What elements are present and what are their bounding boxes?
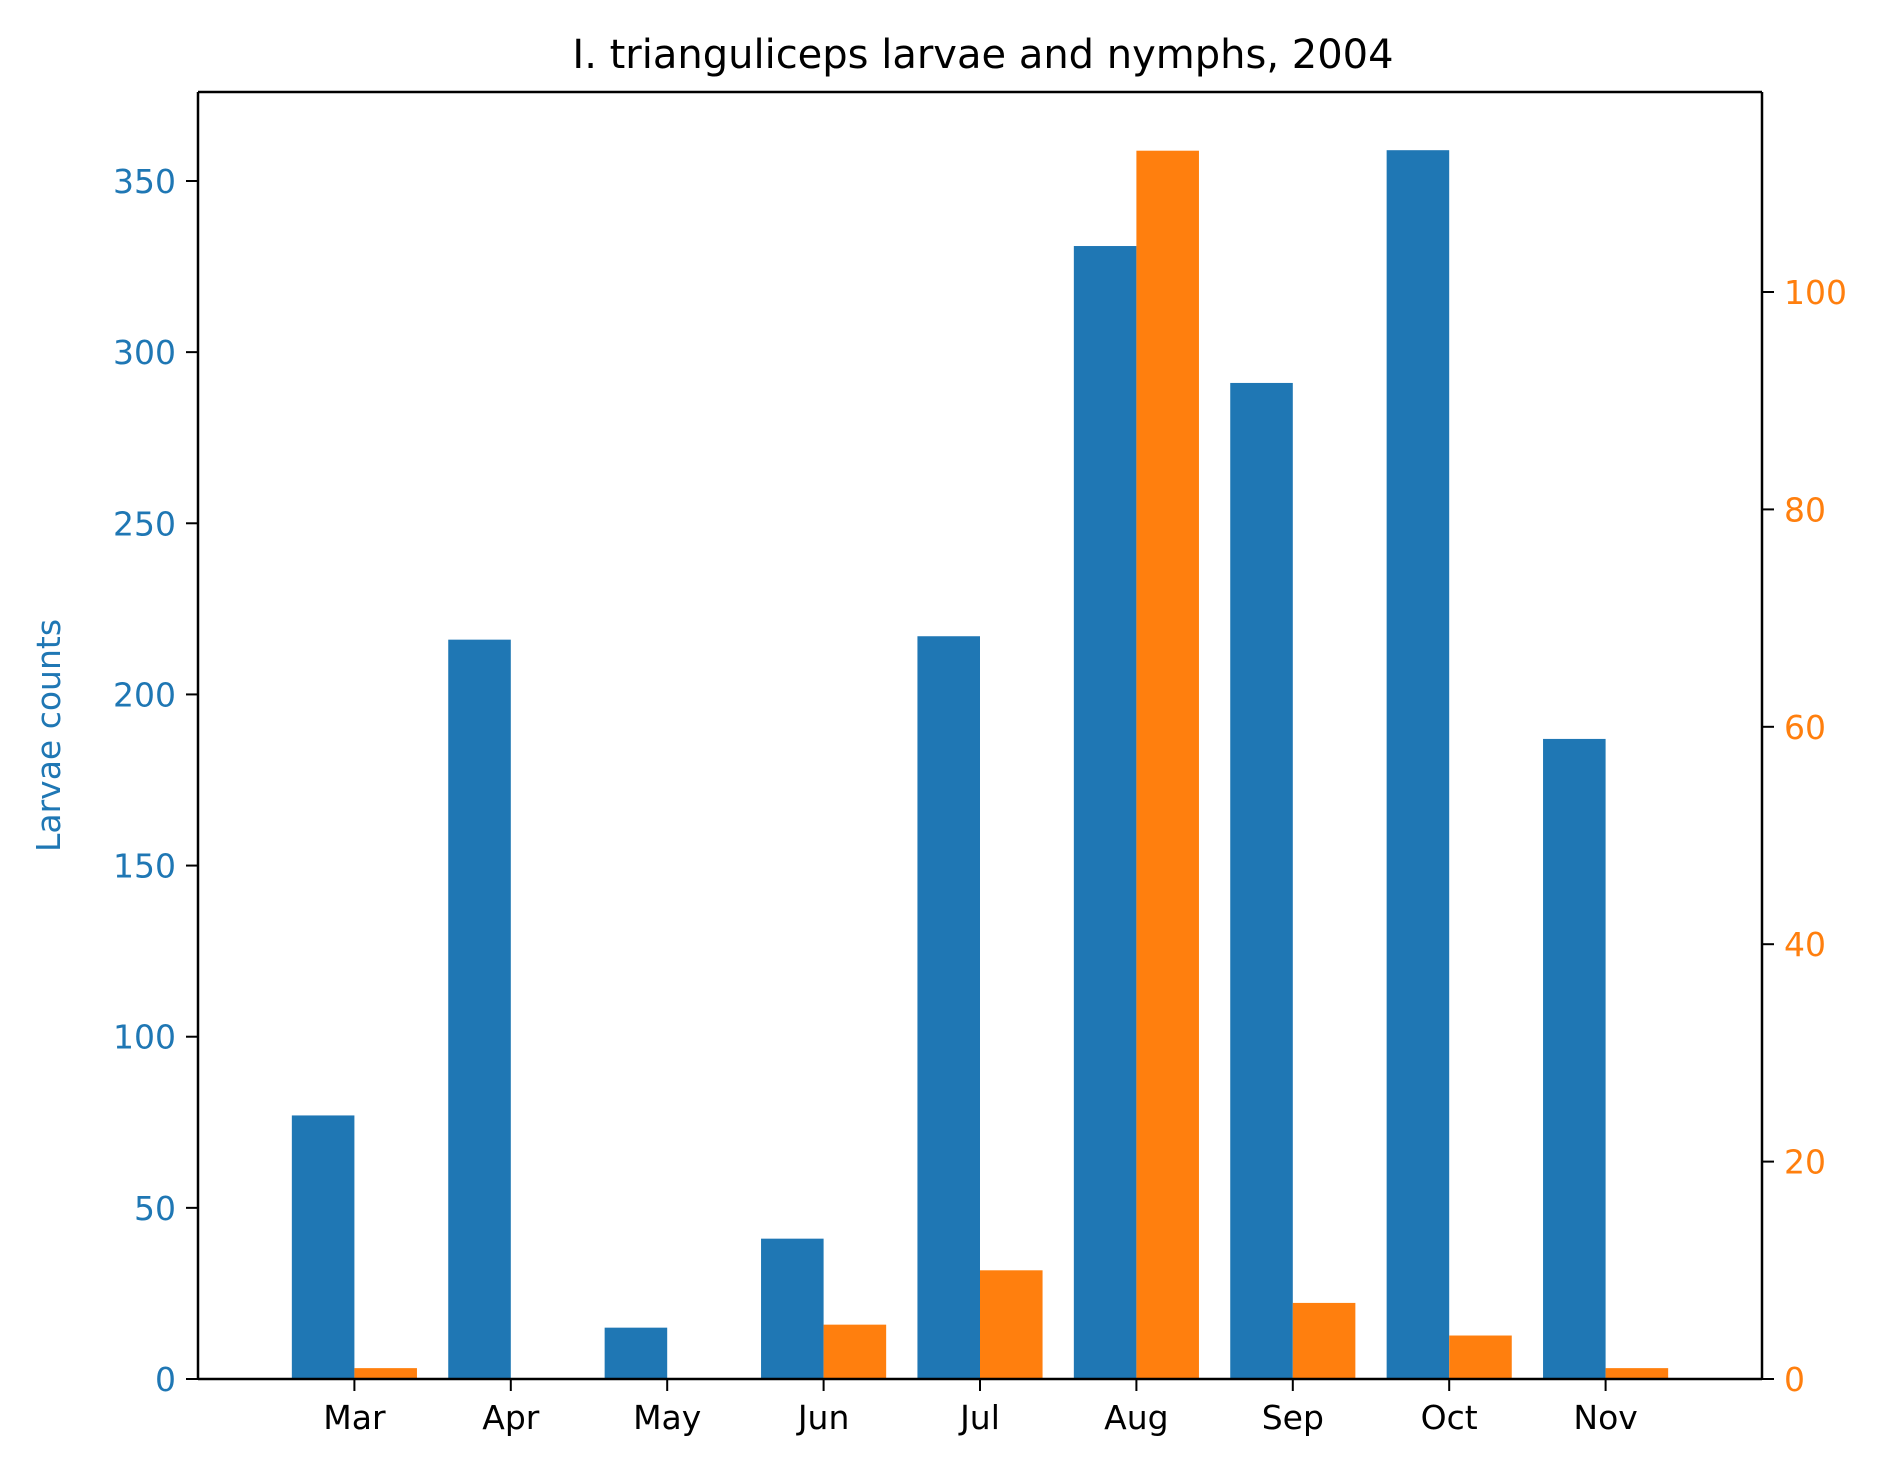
right-tick-label: 20 <box>1784 1143 1826 1182</box>
x-axis-ticks: Mar Apr May Jun Jul Aug Sep Oct Nov <box>323 1379 1638 1437</box>
left-tick-label: 150 <box>113 847 176 886</box>
larvae-bar-aug <box>1073 246 1137 1379</box>
x-tick-label: Jul <box>958 1398 1000 1437</box>
nymph-bar-sep <box>1292 1302 1356 1379</box>
left-tick-label: 200 <box>113 675 176 714</box>
x-tick-label: Mar <box>323 1398 386 1437</box>
left-tick-label: 100 <box>113 1018 176 1057</box>
nymph-bar-mar <box>354 1368 417 1379</box>
larvae-bar-sep <box>1230 382 1293 1379</box>
larvae-bar-apr <box>448 639 511 1379</box>
left-axis-label: Larvae counts <box>29 619 68 852</box>
left-axis-ticks: 0 50 100 150 200 250 300 350 <box>113 162 198 1399</box>
x-tick-label: Jun <box>796 1398 850 1437</box>
left-tick-label: 50 <box>134 1189 176 1228</box>
nymph-bar-oct <box>1449 1335 1512 1379</box>
larvae-bar-oct <box>1386 150 1450 1379</box>
nymph-bar-aug <box>1136 150 1199 1379</box>
nymph-bar-nov <box>1605 1368 1669 1379</box>
x-tick-label: Nov <box>1573 1398 1637 1437</box>
right-tick-label: 40 <box>1784 925 1826 964</box>
right-tick-label: 100 <box>1784 273 1847 312</box>
x-tick-label: Apr <box>482 1398 540 1437</box>
left-tick-label: 250 <box>113 504 176 543</box>
right-tick-label: 0 <box>1784 1360 1805 1399</box>
right-axis-ticks: 0 20 40 60 80 100 <box>1762 273 1847 1399</box>
right-tick-label: 60 <box>1784 708 1826 747</box>
x-tick-label: May <box>633 1398 701 1437</box>
nymphs-series <box>354 150 1669 1379</box>
x-tick-label: Aug <box>1104 1398 1168 1437</box>
x-tick-label: Oct <box>1421 1398 1478 1437</box>
nymph-bar-jun <box>823 1324 887 1379</box>
nymph-bar-jul <box>980 1270 1043 1379</box>
left-tick-label: 350 <box>113 162 176 201</box>
x-tick-label: Sep <box>1262 1398 1324 1437</box>
chart-title: I. trianguliceps larvae and nymphs, 2004 <box>572 32 1393 78</box>
larvae-series <box>291 150 1606 1379</box>
larvae-bar-jul <box>917 636 980 1379</box>
larvae-bar-jun <box>761 1238 824 1379</box>
left-tick-label: 300 <box>113 333 176 372</box>
larvae-bar-mar <box>291 1115 355 1379</box>
larvae-bar-may <box>604 1327 668 1379</box>
left-tick-label: 0 <box>155 1360 176 1399</box>
right-tick-label: 80 <box>1784 490 1826 529</box>
larvae-bar-nov <box>1543 738 1606 1379</box>
